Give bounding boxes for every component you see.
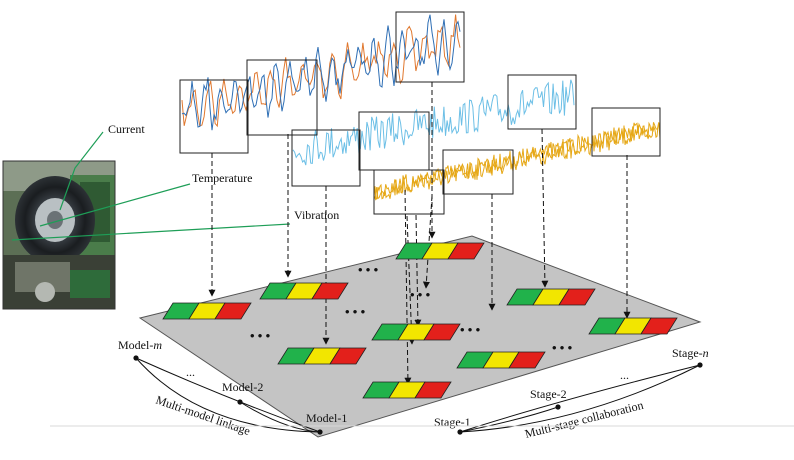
status-block-2 (259, 282, 349, 300)
model-2-node (237, 399, 243, 405)
dashed-arrow-5 (406, 215, 416, 345)
grid-ellipsis-3: • • • (250, 328, 271, 343)
test-bench-photo (2, 160, 116, 310)
vibration-window-2 (442, 149, 514, 195)
temperature-waveform (292, 79, 575, 166)
stage-n-label: Stage-n (672, 346, 709, 360)
current-window-2 (246, 59, 318, 136)
vibration-window-1 (373, 169, 445, 215)
temperature-window-3 (507, 74, 577, 130)
status-block-6 (506, 288, 596, 306)
current-window-1 (179, 79, 249, 154)
status-block-1 (162, 302, 252, 320)
current-waveform-blue (181, 14, 461, 131)
grid-ellipsis-2: • • • (410, 287, 431, 302)
status-blocks (162, 242, 678, 399)
status-block-9 (588, 317, 678, 335)
status-block-4 (277, 347, 367, 365)
dashed-arrows (208, 82, 631, 385)
grid-ellipsis-1: • • • (358, 262, 379, 277)
stage-1-node (457, 429, 463, 435)
model-2-label: Model-2 (222, 380, 263, 394)
stage-2-node (555, 404, 561, 410)
current-label: Current (108, 122, 145, 136)
vibration-waveform-2 (373, 122, 661, 201)
status-block-8 (456, 351, 546, 369)
model-ellipsis: ... (186, 365, 195, 379)
model-1-node (317, 429, 323, 435)
stage-2-label: Stage-2 (530, 387, 567, 401)
status-block-3 (395, 242, 485, 260)
status-block-7 (362, 381, 452, 399)
stage-ellipsis: ... (620, 368, 629, 382)
model-m-label: Model-m (118, 338, 162, 352)
stage-1-label: Stage-1 (434, 415, 471, 429)
vibration-label: Vibration (294, 208, 339, 222)
model-1-label: Model-1 (306, 411, 347, 425)
multi-stage-caption: Multi-stage collaboration (523, 398, 644, 441)
vibration-waveform (373, 121, 661, 201)
grid-ellipsis-6: • • • (552, 340, 573, 355)
stage-n-node (697, 362, 703, 368)
temperature-label: Temperature (192, 171, 252, 185)
dashed-arrow-10 (541, 128, 549, 288)
grid-ellipsis-4: • • • (345, 304, 366, 319)
dashed-arrow-7 (414, 214, 422, 327)
grid-ellipsis-5: • • • (460, 322, 481, 337)
multi-model-caption: Multi-model linkage (154, 393, 252, 438)
model-m-node (133, 355, 139, 361)
signal-strips (179, 11, 661, 215)
dashed-arrow-8 (422, 195, 433, 289)
sensor-lines (11, 131, 291, 241)
vibration-window-3 (591, 107, 661, 157)
current-window-3 (395, 11, 465, 83)
dashed-arrow-6 (404, 189, 412, 385)
status-block-5 (371, 323, 461, 341)
